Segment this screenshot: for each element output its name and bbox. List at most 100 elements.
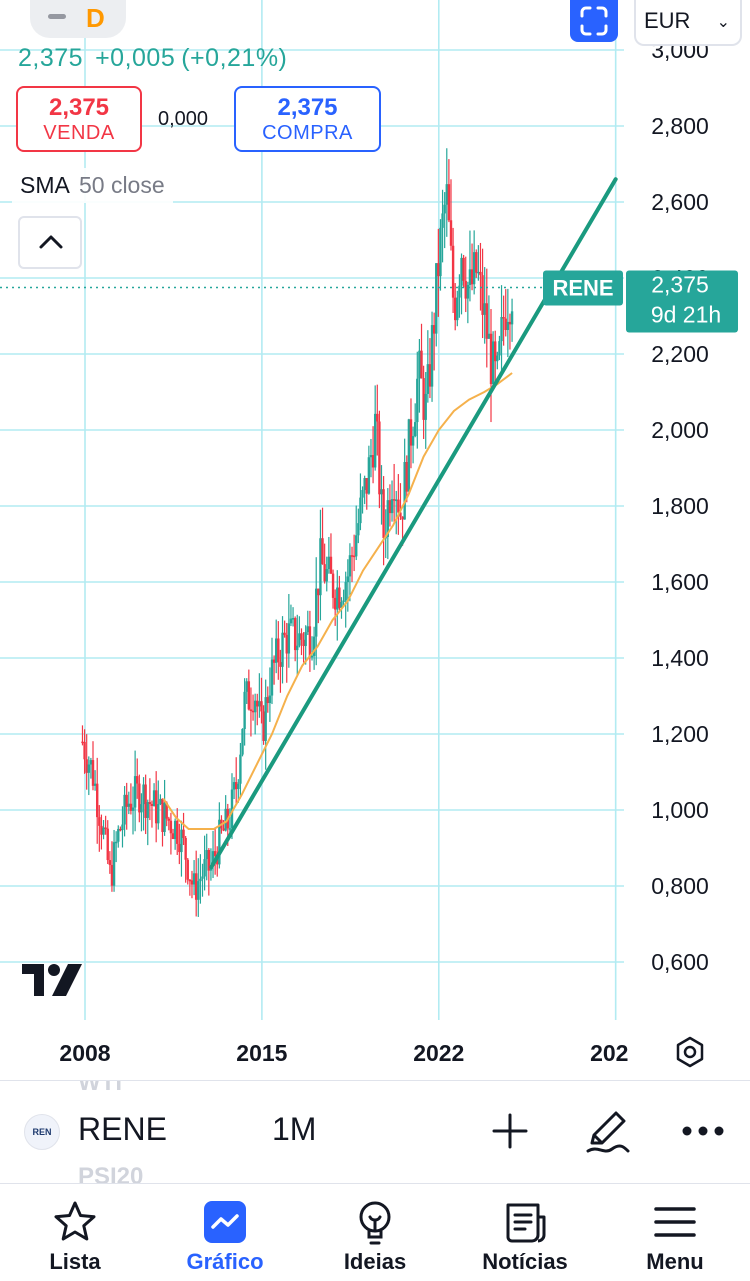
sell-button[interactable]: 2,375 VENDA — [16, 86, 142, 152]
candle-body — [418, 350, 421, 379]
candle-body — [323, 564, 326, 582]
candle-body — [266, 697, 269, 704]
candle-body — [344, 582, 347, 601]
spread-value: 0,000 — [158, 108, 209, 130]
pencil-icon[interactable] — [582, 1107, 632, 1157]
candle-body — [483, 303, 486, 315]
candle-body — [146, 802, 149, 818]
candle-body — [397, 499, 400, 513]
nav-item-ideias[interactable]: Ideias — [300, 1185, 450, 1281]
next-symbol[interactable]: PSI20 — [78, 1163, 144, 1184]
candle-body — [203, 859, 206, 877]
candle-body — [114, 841, 118, 844]
previous-symbol[interactable]: WTI — [78, 1080, 122, 1096]
collapse-legend-button[interactable] — [18, 216, 82, 269]
candle-body — [232, 782, 236, 790]
candle-body — [327, 556, 331, 569]
candle-body — [293, 618, 297, 651]
candle-body — [508, 321, 512, 325]
nav-item-lista[interactable]: Lista — [0, 1185, 150, 1281]
candle-body — [361, 490, 364, 498]
candle-body — [96, 783, 99, 818]
nav-item-menu[interactable]: Menu — [600, 1185, 750, 1281]
buy-label: COMPRA — [262, 122, 353, 144]
candle-body — [462, 257, 465, 281]
candle-body — [218, 819, 221, 865]
candle-body — [186, 859, 189, 880]
candle-body — [468, 269, 472, 285]
buy-button[interactable]: 2,375 COMPRA — [234, 86, 381, 152]
currency-select[interactable]: EUR ⌄ — [634, 0, 742, 46]
price-tick-label: 1,600 — [651, 569, 709, 595]
candle-body — [87, 764, 90, 773]
candle-body — [251, 710, 255, 713]
more-icon[interactable] — [680, 1121, 726, 1141]
price-chart[interactable]: 0,600 0,800 1,000 1,200 1,400 1,600 1,800 2,000… — [0, 0, 750, 1080]
candle-body — [165, 802, 168, 819]
candle-body — [245, 681, 248, 692]
candle-body — [173, 820, 177, 840]
candle-body — [304, 632, 307, 647]
symbol-name[interactable]: RENE — [78, 1111, 167, 1147]
symbol-toolbar[interactable]: WTI REN RENE 1M PSI20 — [0, 1080, 750, 1184]
time-tick-label: 2015 — [236, 1040, 287, 1066]
candle-body — [454, 297, 457, 321]
candle-body — [420, 350, 423, 379]
chart-icon — [204, 1201, 246, 1243]
candle-body — [197, 881, 200, 900]
candle-body — [321, 538, 324, 565]
symbol-tag-bg — [543, 270, 623, 306]
fullscreen-button[interactable] — [570, 0, 618, 42]
candle-body — [331, 573, 335, 598]
candle-body — [504, 318, 507, 331]
candle-body — [407, 419, 411, 492]
candle-body — [180, 829, 183, 853]
price-axis[interactable]: 0,600 0,800 1,000 1,200 1,400 1,600 1,800 2,000… — [651, 37, 709, 975]
candle-body — [416, 378, 419, 423]
candle-body — [489, 333, 493, 385]
candle-body — [258, 701, 261, 707]
nav-item-noticias[interactable]: Notícias — [450, 1185, 600, 1281]
price-change-percent: (+0,21%) — [181, 44, 288, 72]
candle-body — [104, 827, 107, 829]
indicator-name: SMA — [20, 172, 69, 198]
candle-body — [129, 803, 133, 811]
candle-body — [89, 760, 93, 765]
price-tick-label: 1,400 — [651, 645, 709, 671]
sell-price: 2,375 — [48, 94, 110, 121]
candle-body — [386, 500, 390, 537]
candle-body — [239, 754, 242, 784]
candle-body — [458, 285, 461, 298]
interval-selector[interactable]: 1M — [272, 1111, 317, 1147]
candle-body — [171, 833, 175, 840]
candle-body — [500, 317, 503, 342]
candle-body — [363, 478, 366, 491]
chart-settings-icon[interactable] — [672, 1034, 708, 1070]
time-axis[interactable]: 2008 2015 2022 2029 — [59, 1030, 750, 1076]
candle-body — [472, 252, 476, 285]
candle-body — [178, 843, 181, 853]
candle-body — [350, 555, 354, 557]
plus-icon[interactable] — [490, 1111, 530, 1151]
candle-body — [249, 709, 253, 711]
candle-body — [100, 825, 103, 835]
candle-body — [365, 478, 368, 494]
candle-body — [496, 355, 499, 362]
candle-body — [150, 803, 154, 806]
candle-body — [112, 842, 116, 886]
indicator-legend[interactable]: SMA 50 close — [12, 168, 173, 203]
candle-body — [144, 784, 147, 818]
candle-body — [194, 873, 198, 900]
nav-item-grafico[interactable]: Gráfico — [150, 1185, 300, 1281]
candle-body — [152, 790, 156, 806]
candle-body — [510, 311, 514, 325]
chart-style-toggle[interactable]: D — [30, 0, 126, 38]
candle-body — [291, 618, 295, 620]
candle-body — [262, 711, 265, 741]
tradingview-logo[interactable] — [22, 964, 84, 998]
candle-body — [477, 271, 480, 274]
candle-body — [319, 538, 322, 596]
candle-body — [211, 851, 215, 866]
candle-body — [300, 633, 303, 640]
candle-body — [485, 303, 488, 339]
